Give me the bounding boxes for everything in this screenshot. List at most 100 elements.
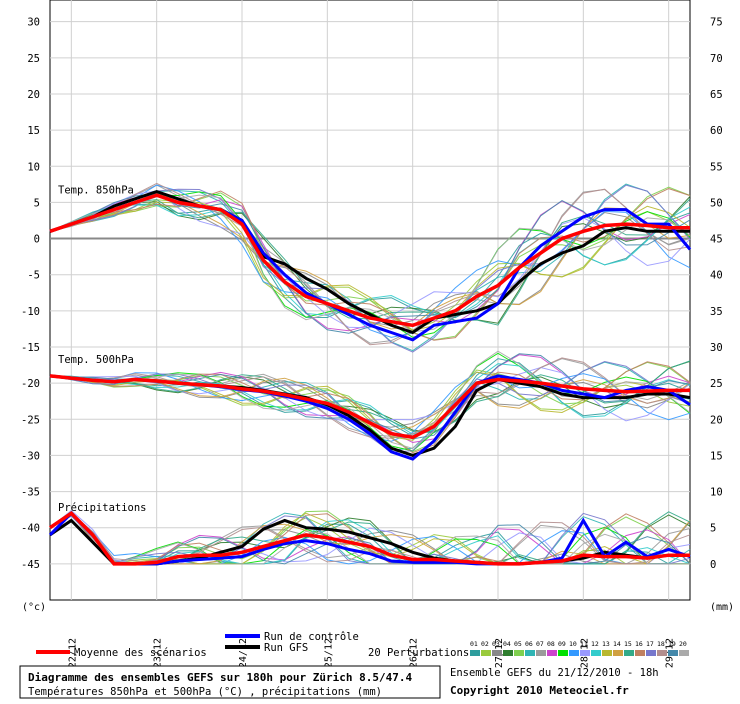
copyright: Copyright 2010 Meteociel.fr [450, 684, 629, 697]
member-swatch [492, 650, 502, 656]
perturbation-line [49, 352, 691, 452]
left-tick-label: -20 [21, 378, 40, 390]
right-tick-label: 45 [710, 234, 723, 246]
left-tick-label: 20 [27, 89, 40, 101]
member-code: 09 [558, 640, 566, 648]
right-unit: (mm) [710, 602, 734, 613]
mean-line [49, 511, 690, 566]
left-tick-label: -5 [27, 270, 40, 282]
chart-grid [49, 0, 691, 601]
panel-label: Précipitations [58, 502, 147, 514]
panel-label: Temp. 500hPa [58, 354, 134, 366]
mean-line [49, 193, 690, 328]
member-swatch [547, 650, 557, 656]
perturbation-line [49, 188, 691, 341]
right-tick-label: 55 [710, 161, 723, 173]
run-info: Ensemble GEFS du 21/12/2010 - 18h [450, 667, 659, 679]
member-code: 15 [624, 640, 632, 648]
right-tick-label: 65 [710, 89, 723, 101]
left-unit: (°c) [22, 602, 46, 613]
left-tick-label: 5 [34, 197, 40, 209]
member-code: 05 [514, 640, 522, 648]
member-code: 06 [525, 640, 533, 648]
member-legend: 01 02 03 04 05 06 07 08 09 10 11 12 13 14 15 16 17 18 19 20 [470, 640, 689, 656]
x-tick-label: 26/12 [409, 638, 420, 668]
left-tick-label: -30 [21, 450, 40, 462]
member-swatch [668, 650, 678, 656]
member-swatch [613, 650, 623, 656]
left-tick-label: 10 [27, 161, 40, 173]
left-tick-label: -15 [21, 342, 40, 354]
x-tick-label: 23/12 [153, 638, 164, 668]
left-tick-label: -25 [21, 414, 40, 426]
right-tick-label: 5 [710, 523, 716, 535]
member-code: 14 [613, 640, 621, 648]
left-tick-label: 15 [27, 125, 40, 137]
right-tick-label: 60 [710, 125, 723, 137]
member-swatch [657, 650, 667, 656]
gfs-line [49, 190, 690, 335]
member-swatch [591, 650, 601, 656]
left-tick-label: -35 [21, 487, 40, 499]
member-swatch [624, 650, 634, 656]
right-tick-label: 75 [710, 17, 723, 29]
right-tick-label: 0 [710, 559, 716, 571]
left-tick-label: 25 [27, 53, 40, 65]
member-swatch [514, 650, 524, 656]
member-code: 17 [646, 640, 654, 648]
right-tick-label: 15 [710, 450, 723, 462]
member-swatch [470, 650, 480, 656]
member-code: 07 [536, 640, 544, 648]
member-swatch [536, 650, 546, 656]
panel-label: Temp. 850hPa [58, 185, 134, 197]
right-tick-label: 40 [710, 270, 723, 282]
left-tick-label: 30 [27, 17, 40, 29]
legend-control-label: Run de contrôle [264, 631, 359, 643]
chart-title: Diagramme des ensembles GEFS sur 180h po… [28, 671, 412, 684]
member-code: 13 [602, 640, 610, 648]
mean-line [49, 374, 690, 440]
legend-mean-label: Moyenne des scénarios [74, 647, 207, 659]
member-swatch [580, 650, 590, 656]
right-tick-label: 70 [710, 53, 723, 65]
perturbation-line [49, 358, 691, 437]
member-code: 18 [657, 640, 665, 648]
member-swatch [525, 650, 535, 656]
member-code: 03 [492, 640, 500, 648]
left-tick-label: 0 [34, 234, 40, 246]
member-swatch [481, 650, 491, 656]
right-tick-label: 10 [710, 487, 723, 499]
left-tick-label: -10 [21, 306, 40, 318]
legend-gfs-label: Run GFS [264, 642, 308, 654]
left-tick-label: -40 [21, 523, 40, 535]
right-tick-label: 20 [710, 414, 723, 426]
member-swatch [646, 650, 656, 656]
perturbation-line [49, 201, 691, 332]
member-code: 08 [547, 640, 555, 648]
member-code: 16 [635, 640, 643, 648]
member-code: 20 [679, 640, 687, 648]
member-swatch [569, 650, 579, 656]
member-code: 10 [569, 640, 577, 648]
x-tick-label: 22/12 [67, 638, 78, 668]
member-code: 19 [668, 640, 676, 648]
legend-perturbations-label: 20 Perturbations [368, 647, 469, 659]
perturbation-line [49, 512, 690, 565]
member-code: 11 [580, 640, 588, 648]
right-tick-label: 35 [710, 306, 723, 318]
right-tick-label: 25 [710, 378, 723, 390]
main-lines [48, 190, 692, 566]
perturbation-line [49, 204, 691, 318]
member-swatch [602, 650, 612, 656]
perturbation-line [49, 512, 690, 565]
right-tick-label: 30 [710, 342, 723, 354]
perturbation-line [49, 361, 691, 454]
member-swatch [558, 650, 568, 656]
right-tick-label: 50 [710, 197, 723, 209]
member-code: 04 [503, 640, 511, 648]
perturbation-line [49, 363, 691, 435]
x-tick-label: 25/12 [323, 638, 334, 668]
member-code: 12 [591, 640, 599, 648]
member-swatch [635, 650, 645, 656]
